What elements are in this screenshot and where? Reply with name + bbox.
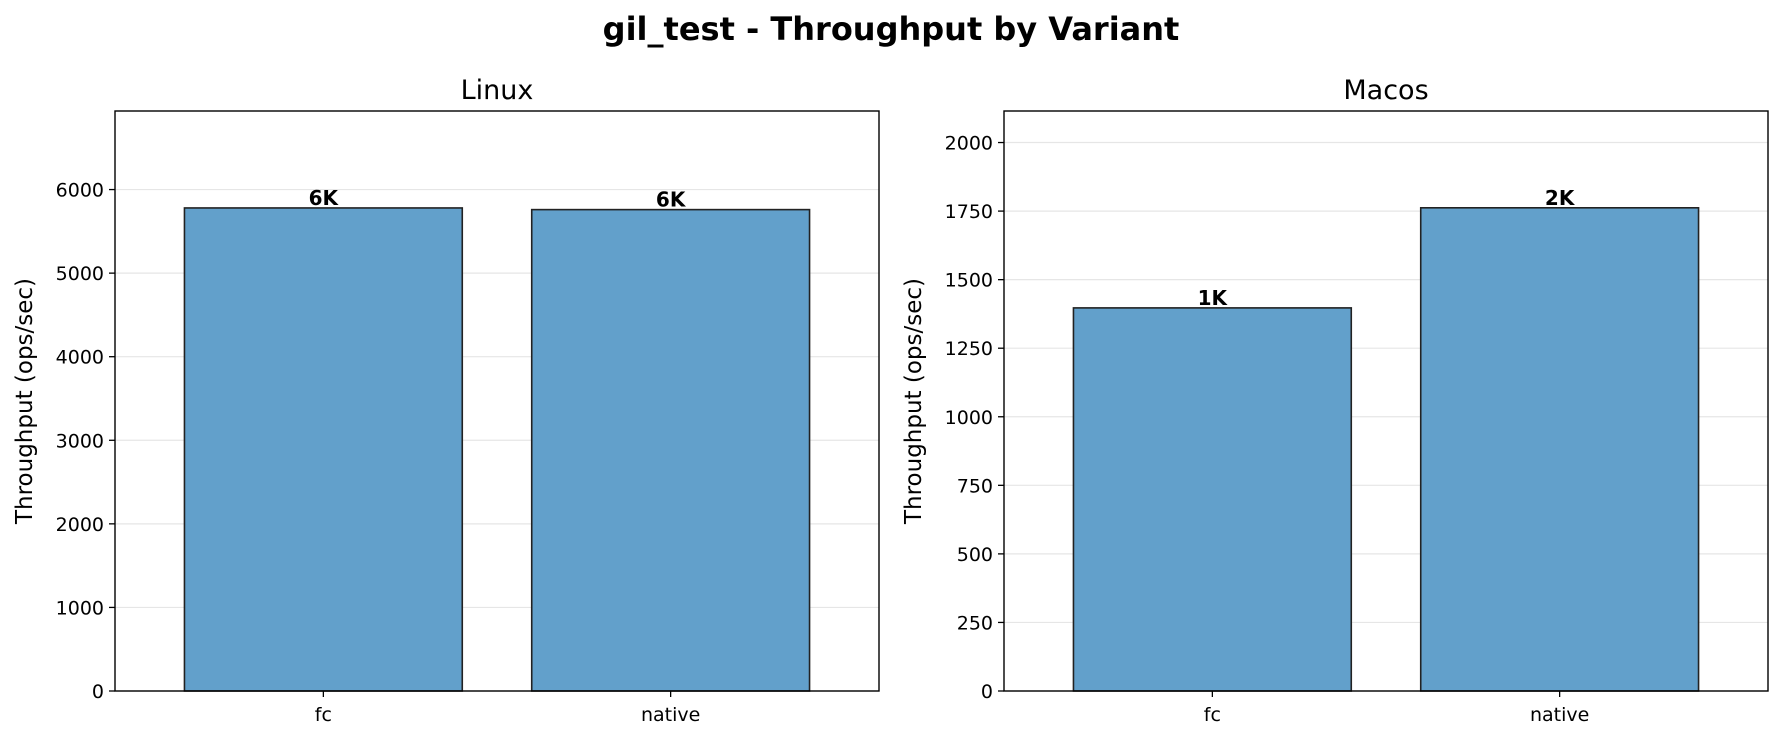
- plot-frame: [1003, 110, 1769, 692]
- y-tick-label: 1250: [945, 338, 993, 360]
- bar-fc: [1072, 307, 1353, 692]
- y-tick-label: 6000: [56, 180, 104, 202]
- figure-title: gil_test - Throughput by Variant: [603, 10, 1180, 48]
- y-axis-label: Throughput (ops/sec): [901, 278, 927, 525]
- data-label: 2K: [1545, 186, 1576, 210]
- y-tick-label: 750: [957, 475, 993, 497]
- subplot-linux: 6K fc 6K native 0 1000 2000 3000 4000 5000 6000 Lin…: [12, 75, 880, 726]
- y-tick-label: 2000: [56, 514, 104, 536]
- y-tick-label: 1500: [945, 270, 993, 292]
- y-tick-label: 2000: [945, 133, 993, 155]
- subplot-title-linux: Linux: [461, 75, 534, 106]
- data-label: 6K: [309, 186, 340, 210]
- bar-native: [530, 208, 811, 692]
- data-label: 6K: [656, 188, 687, 212]
- bar-fc: [183, 207, 464, 692]
- x-tick-label: native: [641, 704, 700, 726]
- plot-frame: [114, 110, 880, 692]
- y-tick-label: 5000: [56, 263, 104, 285]
- x-tick-label: fc: [315, 704, 332, 726]
- y-axis-label: Throughput (ops/sec): [12, 278, 38, 525]
- y-tick-label: 1750: [945, 201, 993, 223]
- y-tick-label: 1000: [945, 407, 993, 429]
- subplot-macos: 1K fc 2K native 0 250 500 750 1000 1250 1500 1750 20…: [901, 75, 1769, 726]
- bar-native: [1419, 207, 1700, 692]
- y-tick-label: 0: [981, 681, 993, 703]
- y-tick-label: 250: [957, 612, 993, 634]
- subplot-title-macos: Macos: [1343, 75, 1428, 106]
- y-tick-label: 4000: [56, 347, 104, 369]
- x-tick-label: native: [1530, 704, 1589, 726]
- y-tick-label: 0: [92, 681, 104, 703]
- y-tick-label: 500: [957, 544, 993, 566]
- x-tick-label: fc: [1204, 704, 1221, 726]
- data-label: 1K: [1198, 286, 1229, 310]
- y-tick-label: 3000: [56, 430, 104, 452]
- y-tick-label: 1000: [56, 597, 104, 619]
